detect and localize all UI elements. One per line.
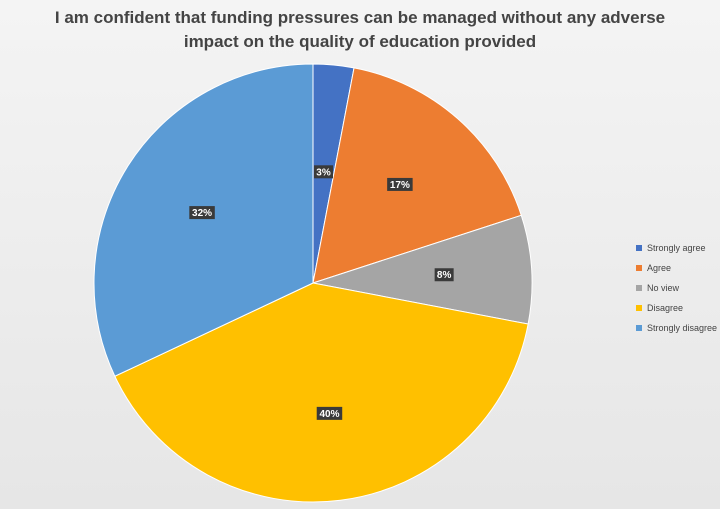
legend-label: Agree bbox=[647, 263, 672, 273]
legend-item-strongly-agree: Strongly agree bbox=[636, 238, 717, 258]
legend-item-disagree: Disagree bbox=[636, 298, 717, 318]
legend-label: Strongly disagree bbox=[647, 323, 718, 333]
legend-swatch bbox=[636, 265, 642, 271]
data-label-box bbox=[434, 268, 454, 282]
legend-item-no-view: No view bbox=[636, 278, 717, 298]
legend-label: Disagree bbox=[647, 303, 684, 313]
chart-title-line-2: impact on the quality of education provi… bbox=[183, 32, 537, 51]
pie-slice-agree bbox=[312, 67, 522, 284]
legend: Strongly agree Agree No view Disagree Strong… bbox=[636, 238, 717, 338]
data-label-disagree: 40% bbox=[316, 406, 343, 420]
legend-swatch bbox=[636, 245, 642, 251]
data-label-box bbox=[189, 206, 215, 220]
data-label-text: 8% bbox=[437, 270, 452, 281]
data-label-box bbox=[314, 165, 334, 179]
pie-data-labels: 3% 17% 8% 40% 32% bbox=[189, 165, 454, 420]
data-label-box bbox=[316, 406, 343, 420]
legend-swatch bbox=[636, 305, 642, 311]
legend-label: Strongly agree bbox=[647, 243, 706, 253]
data-label-no-view: 8% bbox=[434, 268, 454, 282]
data-label-agree: 17% bbox=[387, 177, 413, 191]
data-label-strongly-disagree: 32% bbox=[189, 206, 215, 220]
data-label-text: 17% bbox=[390, 180, 410, 191]
chart-title: I am confident that funding pressures ca… bbox=[0, 6, 720, 54]
pie-slice-no-view bbox=[312, 214, 533, 325]
data-label-text: 32% bbox=[192, 208, 212, 219]
legend-item-agree: Agree bbox=[636, 258, 717, 278]
pie-slice-disagree bbox=[114, 282, 529, 503]
data-label-text: 3% bbox=[316, 167, 331, 178]
pie-slices bbox=[93, 63, 533, 503]
data-label-text: 40% bbox=[319, 409, 339, 420]
legend-label: No view bbox=[647, 283, 680, 293]
data-label-strongly-agree: 3% bbox=[314, 165, 334, 179]
legend-swatch bbox=[636, 285, 642, 291]
legend-item-strongly-disagree: Strongly disagree bbox=[636, 318, 717, 338]
pie-slice-strongly-disagree bbox=[93, 63, 314, 377]
data-label-box bbox=[387, 177, 413, 191]
chart-title-line-1: I am confident that funding pressures ca… bbox=[54, 8, 666, 27]
legend-swatch bbox=[636, 325, 642, 331]
